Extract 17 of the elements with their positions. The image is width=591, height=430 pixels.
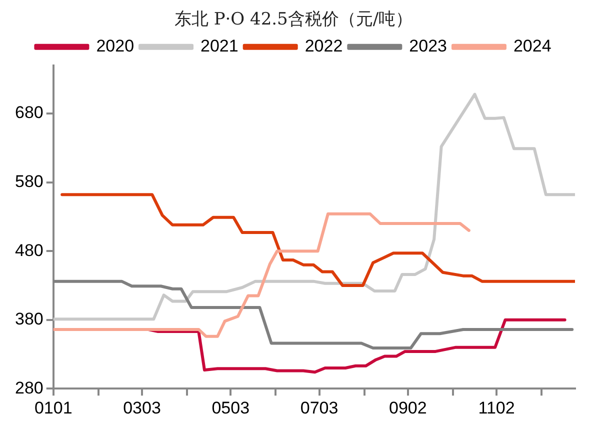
y-tick-label: 280 [14,378,44,398]
legend-label: 2022 [304,36,343,56]
y-tick-label: 580 [14,172,44,191]
x-tick-label: 0303 [123,398,161,418]
x-tick-label: 0703 [300,398,338,418]
legend-label: 2023 [409,36,447,56]
legend-label: 2020 [96,36,134,56]
y-tick-label: 480 [14,240,44,260]
legend-label: 2021 [200,36,238,56]
legend-label: 2024 [513,36,552,56]
x-tick-label: 0902 [388,398,427,418]
y-tick-label: 380 [14,310,44,329]
x-tick-label: 1102 [478,398,515,418]
y-tick-label: 680 [14,103,44,122]
x-tick-label: 0503 [212,398,250,418]
chart-title: 东北 P·O 42.5含税价（元/吨） [174,10,413,30]
x-tick-label: 0101 [34,398,72,418]
